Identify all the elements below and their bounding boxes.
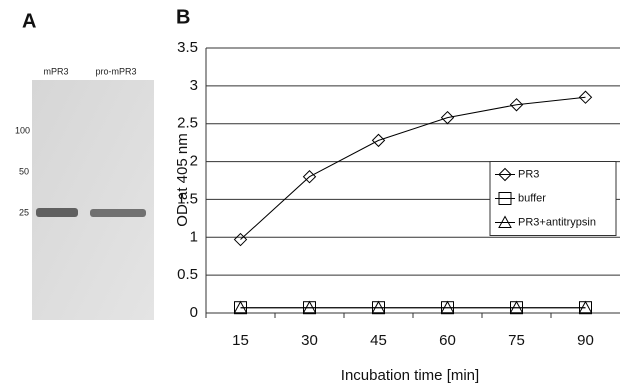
- marker-label: 100: [15, 125, 30, 135]
- x-tick-label: 45: [370, 332, 387, 349]
- legend-label: buffer: [518, 192, 546, 204]
- y-tick-label: 2.5: [177, 115, 198, 132]
- x-tick-label: 75: [508, 332, 525, 349]
- x-tick-label: 60: [439, 332, 456, 349]
- marker-label: 25: [19, 207, 29, 217]
- gel-image: [32, 80, 154, 320]
- y-axis-title: OD at 405 nm: [174, 133, 191, 226]
- legend-label: PR3+antitrypsin: [518, 216, 596, 228]
- x-axis-title: Incubation time [min]: [341, 367, 479, 384]
- figure: A mPR3 pro-mPR3 100 50 25 B Incubation t…: [0, 0, 621, 386]
- y-tick-label: 0.5: [177, 266, 198, 283]
- x-tick-label: 30: [301, 332, 318, 349]
- y-tick-label: 3.5: [177, 39, 198, 56]
- gel-band: [90, 209, 146, 217]
- y-tick-label: 1.5: [177, 190, 198, 207]
- x-tick-label: 90: [577, 332, 594, 349]
- y-tick-label: 0: [190, 304, 198, 321]
- panel-label: B: [176, 6, 190, 28]
- lane-label: pro-mPR3: [95, 66, 136, 76]
- panel-label: A: [22, 10, 36, 32]
- y-tick-label: 1: [190, 228, 198, 245]
- gel-band: [36, 208, 78, 217]
- marker-label: 50: [19, 166, 29, 176]
- x-tick-label: 15: [232, 332, 249, 349]
- y-tick-label: 3: [190, 77, 198, 94]
- y-tick-label: 2: [190, 153, 198, 170]
- lane-label: mPR3: [43, 66, 68, 76]
- legend-label: PR3: [518, 168, 539, 180]
